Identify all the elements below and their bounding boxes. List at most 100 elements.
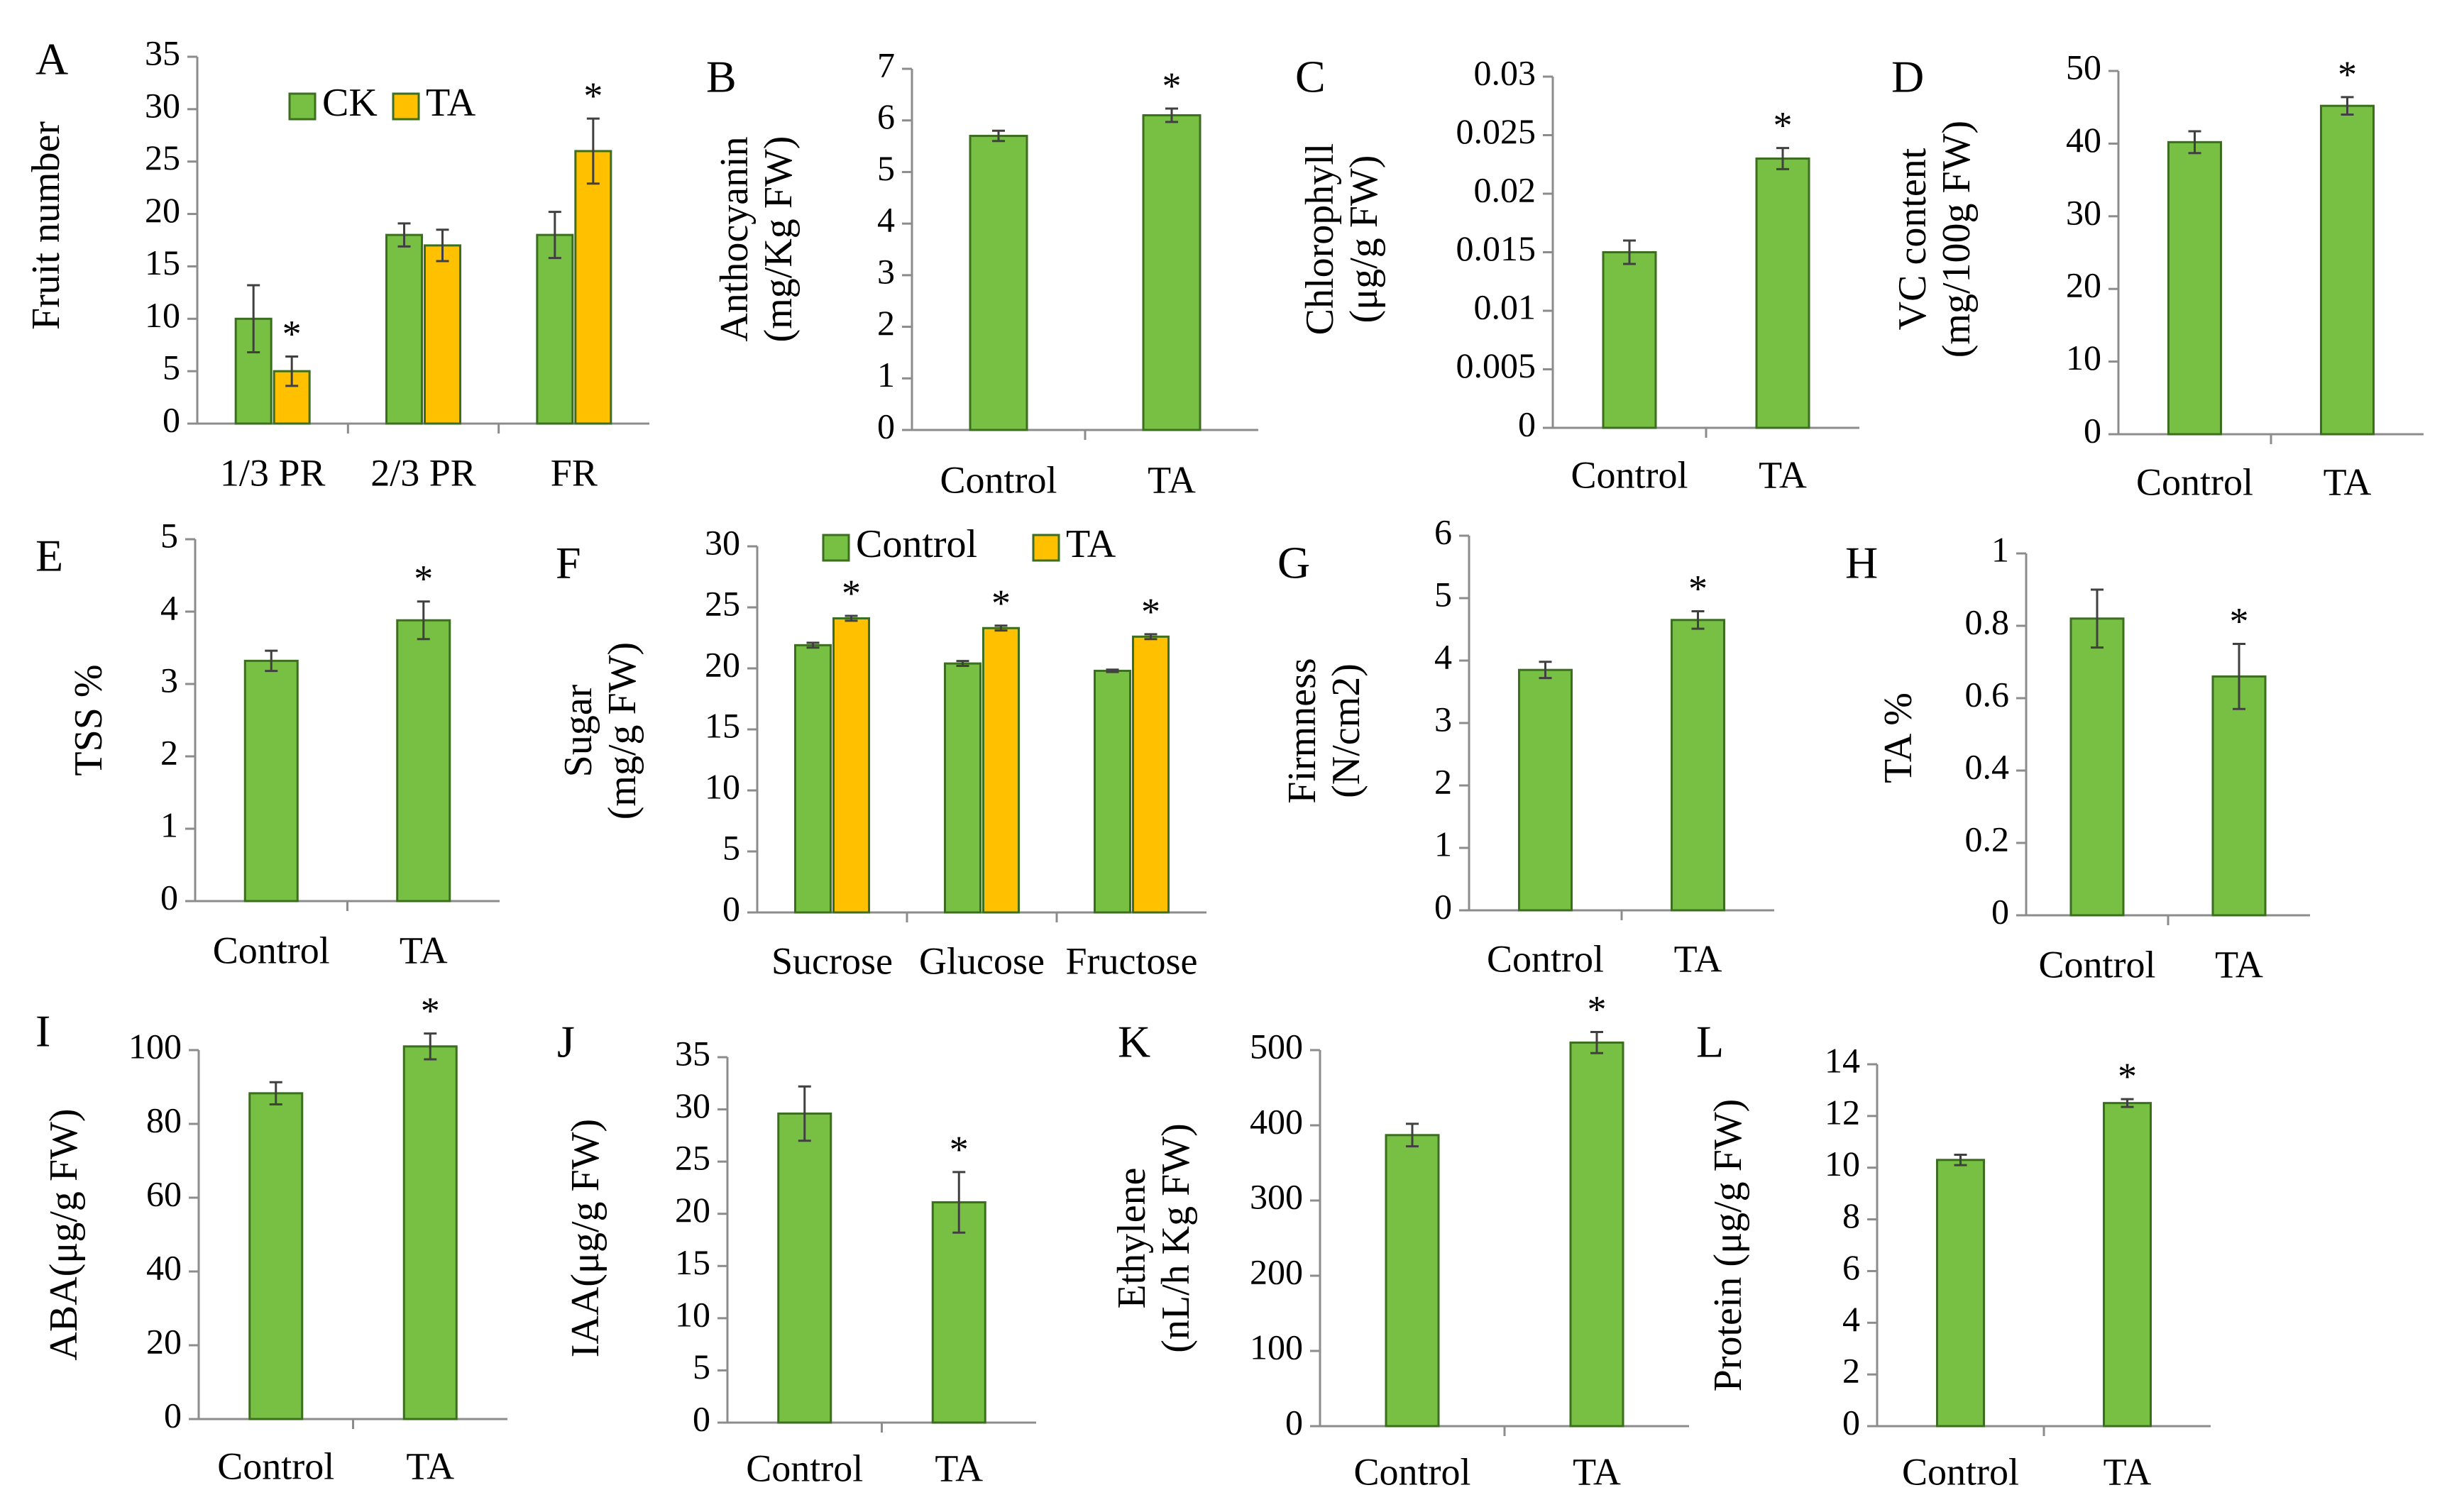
y-axis-title: (mg/g FW) [600,642,644,820]
x-tick-label: Control [2038,943,2155,986]
y-tick-label: 0 [693,1398,710,1438]
legend-label: Control [856,522,977,566]
y-tick-label: 1 [160,805,178,844]
significance-star: * [583,75,603,117]
y-tick-label: 40 [2066,120,2101,160]
y-tick-label: 300 [1250,1176,1303,1216]
bar [2069,617,2125,917]
y-tick-label: 2 [160,732,178,772]
x-tick-label: Glucose [919,939,1045,982]
bar [1755,158,1810,429]
significance-star: * [414,558,433,600]
y-axis-title: (N/cm2) [1324,663,1368,798]
y-tick-label: 0.4 [1965,746,2010,786]
x-tick-label: Control [1353,1450,1470,1493]
x-tick-label: Sucrose [771,939,893,982]
y-tick-label: 35 [145,33,180,72]
legend-label: TA [426,81,476,125]
bar [385,233,423,425]
panel-G: G 0 1 2 3 4 5 6 Firmness (N/cm2) Control TA * [1277,512,1774,980]
panel-label: E [35,531,63,581]
y-axis-title: Firmness [1280,658,1324,803]
x-tick-label: TA [400,929,448,971]
y-tick-label: 4 [160,587,178,627]
y-tick-label: 500 [1250,1026,1303,1066]
y-tick-label: 20 [705,644,740,684]
panel-B: B 0 1 2 3 4 5 6 7 Anthocyanin (mg/Kg FW) Control TA * [706,45,1258,501]
significance-star: * [1141,590,1160,633]
significance-star: * [1688,567,1708,609]
y-tick-label: 10 [705,766,740,806]
y-tick-label: 20 [2066,265,2101,305]
bar [248,1092,304,1420]
bar [1385,1134,1440,1428]
panel-J: J 0 5 10 15 20 25 30 35 IAA(μg/g FW) Control TA * [557,1017,1036,1489]
x-tick-label: FR [551,451,598,494]
y-tick-label: 0 [877,406,895,446]
y-tick-label: 30 [675,1086,710,1125]
panel-F: F 0 5 10 15 20 25 30 Sugar (mg/g FW) Sucrose * Gluco… [556,522,1206,982]
bar [1142,114,1201,431]
y-tick-label: 1 [1991,529,2009,569]
bar [424,244,461,425]
y-tick-label: 200 [1250,1252,1303,1291]
bar [1132,635,1170,914]
y-tick-label: 20 [145,190,180,230]
y-tick-label: 1 [1434,824,1452,863]
panel-label: F [556,538,581,588]
significance-star: * [1774,104,1793,147]
y-tick-label: 15 [705,705,740,745]
bar [2320,104,2375,436]
y-tick-label: 400 [1250,1101,1303,1141]
y-tick-label: 0.02 [1474,170,1536,209]
panel-D: D 0 10 20 30 40 50 VC content (mg/100g FW) Contro… [1891,47,2424,503]
y-tick-label: 20 [146,1321,182,1361]
y-tick-label: 0 [163,399,180,439]
bar [794,644,832,914]
x-tick-label: Fructose [1066,939,1198,982]
y-axis-title: Ethylene [1110,1167,1154,1308]
x-tick-label: TA [1759,453,1807,496]
x-tick-label: Control [1902,1450,2019,1493]
y-tick-label: 2 [1842,1351,1860,1391]
x-tick-label: Control [1487,937,1604,980]
bar [1094,669,1131,914]
significance-star: * [950,1128,969,1171]
y-tick-label: 7 [877,45,895,84]
y-axis-title: IAA(μg/g FW) [563,1119,607,1357]
x-tick-label: Control [746,1447,863,1489]
y-tick-label: 50 [2066,47,2101,87]
panel-L: L 0 2 4 6 8 10 12 14 Protein (μg/g FW) Control TA * [1696,1017,2211,1493]
y-tick-label: 60 [146,1174,182,1213]
panel-E: E 0 1 2 3 4 5 TSS % Control TA * [35,515,500,971]
y-tick-label: 30 [2066,192,2101,232]
x-tick-label: Control [217,1445,334,1487]
bar [969,135,1028,431]
bar [832,617,870,914]
panel-A: A 0 5 10 15 20 25 30 35 Fruit number 1/3 PR * 2/3 PR… [24,33,649,494]
panel-label: L [1696,1017,1724,1067]
panel-label: B [706,52,737,102]
y-tick-label: 0.025 [1456,111,1536,151]
bar [1671,619,1725,912]
y-axis-title: (mg/Kg FW) [757,136,801,343]
y-axis-title: Anthocyanin [713,136,757,341]
bar [402,1045,458,1420]
y-axis-title: (μg/g FW) [1342,155,1386,324]
y-axis-title: Sugar [556,684,600,777]
bar [944,662,981,914]
bar [574,150,612,425]
y-tick-label: 10 [2066,338,2101,377]
y-tick-label: 3 [1434,699,1452,739]
y-tick-label: 25 [675,1138,710,1178]
y-tick-label: 0 [160,877,178,917]
y-tick-label: 2 [1434,761,1452,801]
y-tick-label: 0 [1991,891,2009,931]
bar [2211,675,2267,917]
panel-label: I [35,1006,50,1056]
y-tick-label: 10 [145,295,180,335]
y-tick-label: 80 [146,1100,182,1139]
y-tick-label: 25 [705,583,740,623]
x-tick-label: TA [2215,943,2263,986]
significance-star: * [1162,65,1182,107]
